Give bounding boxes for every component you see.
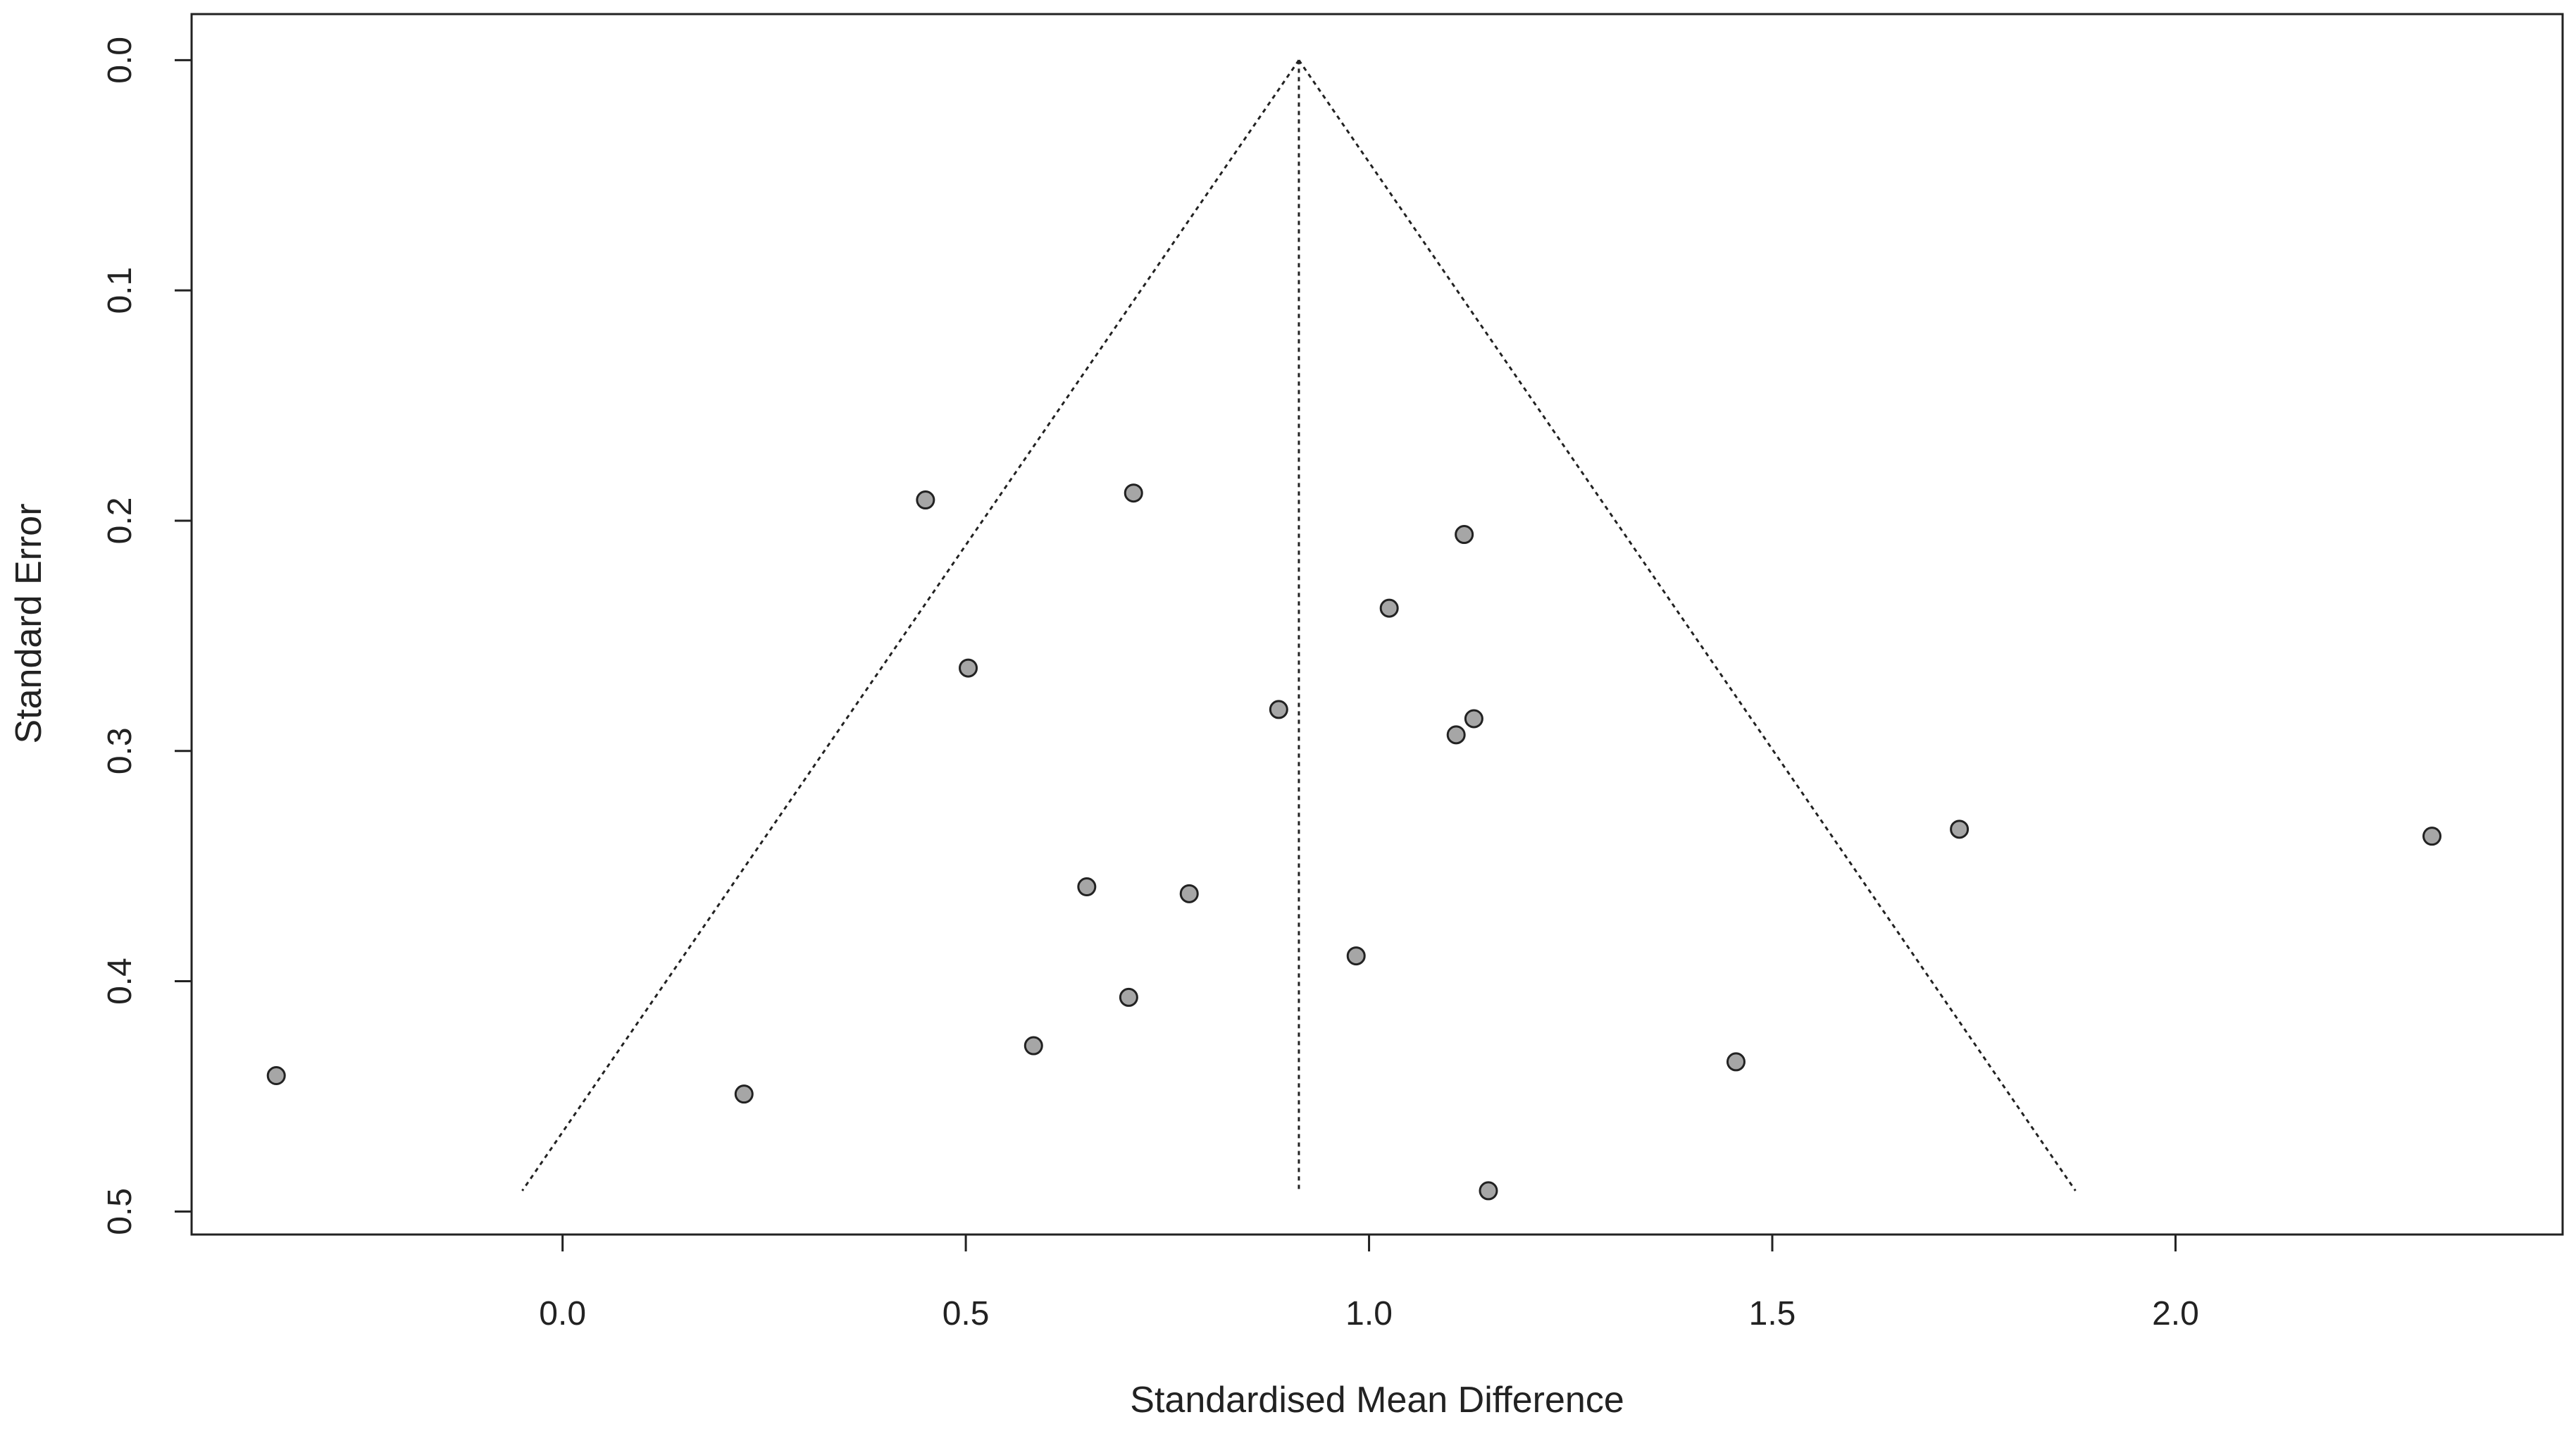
data-point	[1124, 483, 1143, 503]
funnel-lines	[521, 59, 2077, 1192]
data-point	[2422, 827, 2442, 846]
x-tick-label: 2.0	[2152, 1295, 2199, 1332]
y-tick-label: 0.3	[101, 727, 139, 774]
x-axis: 0.0 0.5 1.0 1.5 2.0	[539, 1233, 2199, 1332]
data-point	[1726, 1052, 1746, 1072]
x-tick-label: 1.0	[1345, 1295, 1393, 1332]
y-tick-label: 0.0	[101, 37, 139, 84]
y-axis-label: Standard Error	[8, 503, 49, 743]
x-axis-label: Standardised Mean Difference	[1130, 1380, 1624, 1421]
data-point	[266, 1066, 286, 1086]
data-points	[266, 483, 2442, 1201]
y-tick-label: 0.4	[101, 958, 139, 1005]
data-point	[1179, 884, 1199, 903]
y-tick-label: 0.5	[101, 1188, 139, 1235]
data-point	[1464, 709, 1483, 729]
y-tick-label: 0.2	[101, 497, 139, 545]
data-point	[1023, 1036, 1043, 1056]
data-point	[734, 1084, 754, 1104]
data-point	[1446, 725, 1466, 745]
funnel-left-line	[521, 59, 1300, 1192]
x-tick-label: 0.5	[942, 1295, 990, 1332]
data-point	[1455, 525, 1474, 545]
y-tick-label: 0.1	[101, 267, 139, 314]
y-axis: 0.0 0.1 0.2 0.3 0.4 0.5	[101, 37, 193, 1235]
x-tick-label: 0.0	[539, 1295, 586, 1332]
data-point	[1077, 877, 1097, 897]
x-tick-label: 1.5	[1749, 1295, 1796, 1332]
data-point	[959, 658, 978, 678]
data-point	[916, 490, 935, 510]
data-point	[1269, 700, 1288, 719]
data-point	[1379, 598, 1399, 618]
data-point	[1479, 1181, 1498, 1201]
data-point	[1346, 946, 1366, 966]
data-point	[1950, 819, 1970, 839]
data-point	[1119, 987, 1138, 1007]
funnel-right-line	[1298, 59, 2077, 1192]
